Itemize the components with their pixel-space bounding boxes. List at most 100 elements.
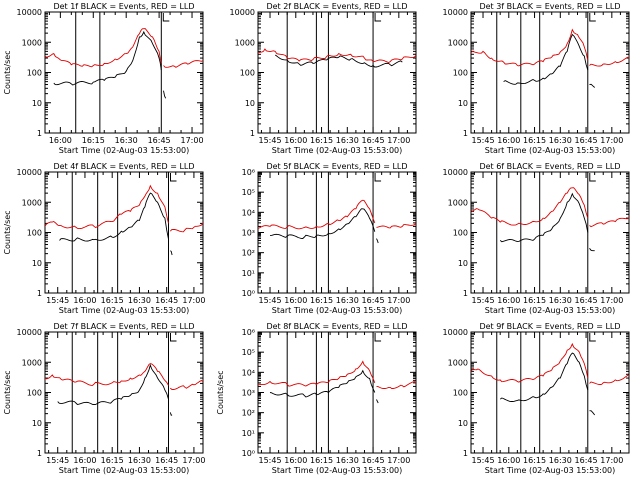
x-tick-label: 16:00 [497, 456, 520, 465]
y-tick-label: 10 [32, 99, 42, 108]
detector-panel-9: 1 10 100 1000 10000 15:45 16:00 16:15 16:30 16:45… [443, 322, 630, 475]
y-tick-label: 10⁶ [242, 168, 255, 177]
x-tick-label: 17:00 [600, 456, 623, 465]
x-tick-label: 16:15 [310, 456, 333, 465]
x-tick-label: 17:00 [387, 296, 410, 305]
events-series-line [503, 33, 589, 85]
y-tick-label: 1000 [22, 358, 42, 367]
corner-bracket [589, 13, 596, 22]
y-tick-label: 10⁵ [242, 348, 255, 357]
y-axis-label: Counts/sec [3, 50, 12, 94]
x-tick-label: 16:15 [523, 456, 546, 465]
y-tick-label: 100 [27, 69, 42, 78]
y-tick-label: 10¹ [242, 269, 255, 278]
x-tick-label: 16:15 [101, 296, 124, 305]
detector-panel-6: 1 10 100 1000 10000 15:45 16:00 16:15 16:30 16:45… [443, 162, 630, 315]
y-tick-label: 10³ [242, 229, 255, 238]
events-series-line [499, 352, 589, 402]
lld-series-line [589, 375, 629, 385]
corner-bracket [374, 13, 382, 22]
x-tick-label: 16:45 [155, 296, 178, 305]
y-tick-label: 1 [463, 129, 468, 138]
x-axis-label: Start Time (02-Aug-03 15:53:00) [59, 146, 190, 155]
y-tick-label: 100 [453, 69, 468, 78]
x-tick-label: 15:45 [471, 296, 494, 305]
y-tick-label: 1000 [235, 38, 255, 47]
x-tick-label: 16:00 [284, 456, 307, 465]
x-tick-label: 16:30 [115, 136, 138, 145]
y-tick-label: 10000 [443, 328, 468, 337]
detector-panel-2: 1 10 100 1000 10000 15:45 16:00 16:15 16:30 16:45… [230, 2, 417, 155]
lld-series-line [169, 222, 203, 233]
lld-series-line [258, 48, 416, 63]
lld-series-line [471, 28, 589, 67]
y-tick-label: 10000 [443, 8, 468, 17]
x-tick-label: 16:15 [523, 136, 546, 145]
y-tick-label: 1 [250, 129, 255, 138]
x-tick-label: 16:30 [549, 136, 572, 145]
lld-series-line [45, 184, 169, 230]
corner-bracket [169, 333, 177, 342]
y-tick-label: 1000 [22, 38, 42, 47]
y-tick-label: 10 [458, 99, 468, 108]
x-tick-label: 16:00 [284, 136, 307, 145]
events-series-line [163, 90, 167, 99]
x-tick-label: 16:15 [523, 296, 546, 305]
y-tick-label: 1000 [448, 198, 468, 207]
panel-title: Det 6f BLACK = Events, RED = LLD [479, 162, 620, 171]
x-axis-label: Start Time (02-Aug-03 15:53:00) [59, 466, 190, 475]
x-tick-label: 16:15 [310, 296, 333, 305]
plot-frame [257, 11, 417, 134]
lld-series-line [471, 342, 589, 383]
x-tick-label: 16:30 [549, 456, 572, 465]
x-tick-label: 16:45 [362, 456, 385, 465]
plot-frame [470, 11, 630, 134]
x-axis-label: Start Time (02-Aug-03 15:53:00) [272, 146, 403, 155]
lld-series-line [258, 360, 376, 387]
x-axis-label: Start Time (02-Aug-03 15:53:00) [59, 306, 190, 315]
detector-panel-1: 1 10 100 1000 10000 16:00 16:15 16:30 16:45 17:00… [3, 2, 204, 155]
x-tick-label: 16:15 [82, 136, 105, 145]
detector-panel-5: 10⁰ 10¹ 10² 10³ 10⁴ 10⁵ 10⁶ 15:45 16:00 16:15 16:3… [242, 162, 417, 315]
x-tick-label: 15:45 [471, 456, 494, 465]
plot-frame [257, 331, 417, 454]
events-series-line [53, 30, 162, 86]
y-tick-label: 10⁵ [242, 188, 255, 197]
x-tick-label: 15:45 [46, 296, 69, 305]
x-tick-label: 16:30 [128, 296, 151, 305]
x-tick-label: 16:30 [128, 456, 151, 465]
y-tick-label: 10 [458, 259, 468, 268]
corner-bracket [589, 173, 596, 182]
plot-frame [44, 171, 204, 294]
lld-series-line [45, 363, 169, 386]
corner-bracket [589, 333, 596, 342]
x-tick-label: 16:45 [148, 136, 171, 145]
y-tick-label: 100 [453, 389, 468, 398]
x-tick-label: 17:00 [182, 296, 205, 305]
plot-frame [44, 331, 204, 454]
panel-title: Det 7f BLACK = Events, RED = LLD [53, 322, 194, 331]
y-tick-label: 10000 [230, 8, 255, 17]
y-tick-label: 1 [37, 449, 42, 458]
detector-panel-3: 1 10 100 1000 10000 15:45 16:00 16:15 16:30 16:45… [443, 2, 630, 155]
events-series-line [589, 83, 595, 88]
lld-series-line [170, 379, 203, 390]
lld-series-line [471, 187, 589, 226]
y-tick-label: 100 [240, 69, 255, 78]
x-axis-label: Start Time (02-Aug-03 15:53:00) [485, 146, 616, 155]
lld-series-line [589, 216, 629, 228]
y-tick-label: 1 [463, 289, 468, 298]
y-tick-label: 10⁰ [242, 289, 255, 298]
y-tick-label: 1 [37, 289, 42, 298]
y-tick-label: 10 [32, 259, 42, 268]
panel-title: Det 2f BLACK = Events, RED = LLD [266, 2, 407, 11]
x-tick-label: 15:45 [258, 456, 281, 465]
x-tick-label: 17:00 [387, 456, 410, 465]
x-tick-label: 16:00 [497, 296, 520, 305]
x-tick-label: 17:00 [600, 296, 623, 305]
y-tick-label: 10⁴ [242, 208, 255, 217]
x-tick-label: 16:30 [336, 296, 359, 305]
events-series-line [499, 192, 589, 243]
events-series-line [274, 54, 403, 68]
